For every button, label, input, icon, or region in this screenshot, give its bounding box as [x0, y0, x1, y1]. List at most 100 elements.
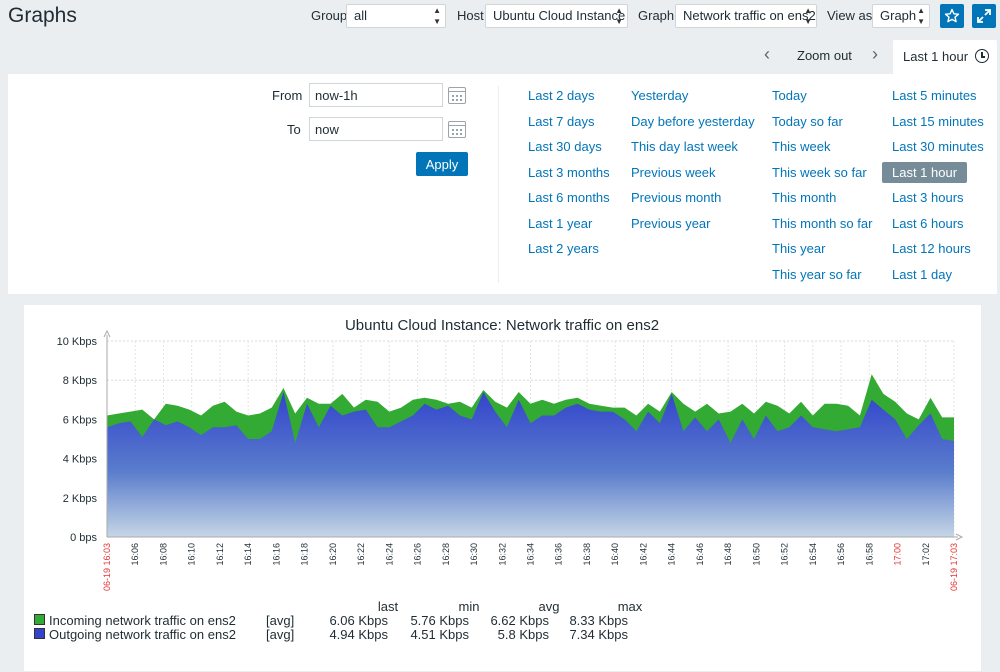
quick-range-previous-month[interactable]: Previous month	[631, 190, 722, 205]
quick-range-this-week-so-far[interactable]: This week so far	[772, 164, 867, 180]
x-tick-label: 16:08	[158, 543, 168, 566]
x-tick-label: 16:24	[384, 543, 394, 566]
x-tick-label: 16:22	[356, 543, 366, 566]
to-input[interactable]	[309, 117, 443, 141]
x-tick-label: 16:52	[780, 543, 790, 566]
quick-range-this-day-last-week[interactable]: This day last week	[631, 139, 738, 154]
x-tick-label: 16:46	[695, 543, 705, 566]
x-tick-label: 16:12	[215, 543, 225, 566]
quick-range-last-1-day[interactable]: Last 1 day	[892, 266, 952, 282]
legend-value-last: 6.06 Kbps	[329, 613, 388, 628]
y-tick-label: 8 Kbps	[63, 375, 98, 387]
quick-range-last-3-hours[interactable]: Last 3 hours	[892, 190, 964, 205]
y-axis-arrow-icon	[103, 329, 111, 338]
quick-range-this-month-so-far[interactable]: This month so far	[772, 215, 873, 231]
group-select-value: all	[354, 8, 368, 23]
quick-range-last-7-days[interactable]: Last 7 days	[528, 113, 595, 129]
y-tick-label: 6 Kbps	[63, 414, 98, 426]
graph-select-value: Network traffic on ens2	[683, 8, 816, 23]
x-tick-label: 17:02	[921, 543, 931, 566]
panel-divider	[498, 86, 499, 283]
graph-select[interactable]: Network traffic on ens2 ▲ ▼	[675, 4, 817, 28]
x-tick-label: 16:30	[469, 543, 479, 566]
quick-range-last-2-days[interactable]: Last 2 days	[528, 88, 595, 103]
x-tick-label: 16:58	[864, 543, 874, 566]
quick-range-last-1-hour[interactable]: Last 1 hour	[882, 161, 968, 183]
quick-range-last-2-years[interactable]: Last 2 years	[528, 241, 599, 256]
legend-value-avg: 6.62 Kbps	[490, 613, 549, 628]
x-tick-label: 16:56	[836, 543, 846, 566]
x-tick-label: 06-19 17:03	[949, 543, 959, 591]
x-tick-label: 16:20	[328, 543, 338, 566]
x-tick-label: 16:18	[300, 543, 310, 566]
legend-series-name: Outgoing network traffic on ens2	[49, 627, 236, 642]
quick-range-last-30-minutes[interactable]: Last 30 minutes	[892, 139, 984, 154]
quick-range-last-30-days[interactable]: Last 30 days	[528, 139, 602, 154]
quick-range-day-before-yesterday[interactable]: Day before yesterday	[631, 113, 755, 129]
quick-range-last-3-months[interactable]: Last 3 months	[528, 164, 610, 180]
legend-header-avg: avg	[538, 599, 560, 614]
view-as-select[interactable]: Graph ▲ ▼	[872, 4, 930, 28]
apply-button[interactable]: Apply	[416, 152, 468, 176]
quick-range-last-12-hours[interactable]: Last 12 hours	[892, 241, 971, 256]
host-label: Host	[457, 8, 484, 23]
host-select[interactable]: Ubuntu Cloud Instance ▲ ▼	[485, 4, 628, 28]
page-header: Graphs Group all ▲ ▼ Host Ubuntu Cloud In…	[0, 0, 1000, 34]
x-tick-label: 16:38	[582, 543, 592, 566]
zoom-out-button[interactable]: Zoom out	[797, 48, 852, 63]
time-next-button[interactable]: ›	[872, 44, 878, 64]
fullscreen-button[interactable]	[972, 4, 996, 28]
x-tick-label: 16:32	[497, 543, 507, 566]
select-arrows-icon: ▲ ▼	[615, 6, 623, 26]
time-filter-tab-label: Last 1 hour	[903, 49, 969, 64]
quick-range-today-so-far[interactable]: Today so far	[772, 113, 843, 129]
legend-swatch	[34, 614, 45, 625]
quick-range-last-5-minutes[interactable]: Last 5 minutes	[892, 88, 977, 103]
group-select[interactable]: all ▲ ▼	[346, 4, 446, 28]
y-tick-label: 4 Kbps	[63, 454, 98, 466]
x-tick-label: 16:54	[808, 543, 818, 566]
quick-range-previous-week[interactable]: Previous week	[631, 164, 716, 180]
legend-value-avg: 5.8 Kbps	[497, 627, 549, 642]
calendar-icon[interactable]	[448, 121, 466, 138]
x-tick-label: 16:34	[526, 543, 536, 566]
to-label: To	[287, 122, 301, 137]
network-traffic-chart: Ubuntu Cloud Instance: Network traffic o…	[57, 317, 964, 591]
select-arrows-icon: ▲ ▼	[917, 6, 925, 26]
x-tick-label: 16:40	[610, 543, 620, 566]
quick-range-this-year[interactable]: This year	[772, 241, 826, 256]
clock-icon	[975, 49, 989, 63]
view-as-select-value: Graph	[880, 8, 917, 23]
select-arrows-icon: ▲ ▼	[804, 6, 812, 26]
legend-series-name: Incoming network traffic on ens2	[49, 613, 236, 628]
x-tick-label: 16:06	[130, 543, 140, 566]
fullscreen-icon	[977, 9, 991, 23]
legend-value-last: 4.94 Kbps	[329, 627, 388, 642]
quick-range-last-15-minutes[interactable]: Last 15 minutes	[892, 113, 984, 129]
quick-range-this-week[interactable]: This week	[772, 139, 831, 154]
quick-range-previous-year[interactable]: Previous year	[631, 215, 711, 231]
x-axis-arrow-icon	[955, 533, 964, 541]
outgoing-traffic-area	[107, 392, 954, 537]
quick-range-last-6-hours[interactable]: Last 6 hours	[892, 215, 964, 231]
x-tick-label: 17:00	[893, 543, 903, 566]
from-input[interactable]	[309, 83, 443, 107]
legend-value-min: 5.76 Kbps	[410, 613, 469, 628]
x-tick-label: 16:42	[638, 543, 648, 566]
quick-range-today[interactable]: Today	[772, 88, 807, 103]
quick-range-this-year-so-far[interactable]: This year so far	[772, 266, 862, 282]
group-label: Group	[311, 8, 348, 23]
x-tick-label: 16:44	[667, 543, 677, 566]
time-filter-tab[interactable]: Last 1 hour	[893, 40, 997, 74]
quick-range-last-1-year[interactable]: Last 1 year	[528, 215, 593, 231]
quick-range-this-month[interactable]: This month	[772, 190, 837, 205]
y-tick-label: 0 bps	[70, 532, 97, 544]
time-prev-button[interactable]: ‹	[764, 44, 770, 64]
favorite-button[interactable]	[940, 4, 964, 28]
legend-header-max: max	[617, 599, 643, 614]
quick-range-last-6-months[interactable]: Last 6 months	[528, 190, 610, 205]
from-label: From	[272, 88, 303, 103]
quick-range-yesterday[interactable]: Yesterday	[631, 88, 689, 103]
calendar-icon[interactable]	[448, 87, 466, 104]
x-tick-label: 16:48	[723, 543, 733, 566]
